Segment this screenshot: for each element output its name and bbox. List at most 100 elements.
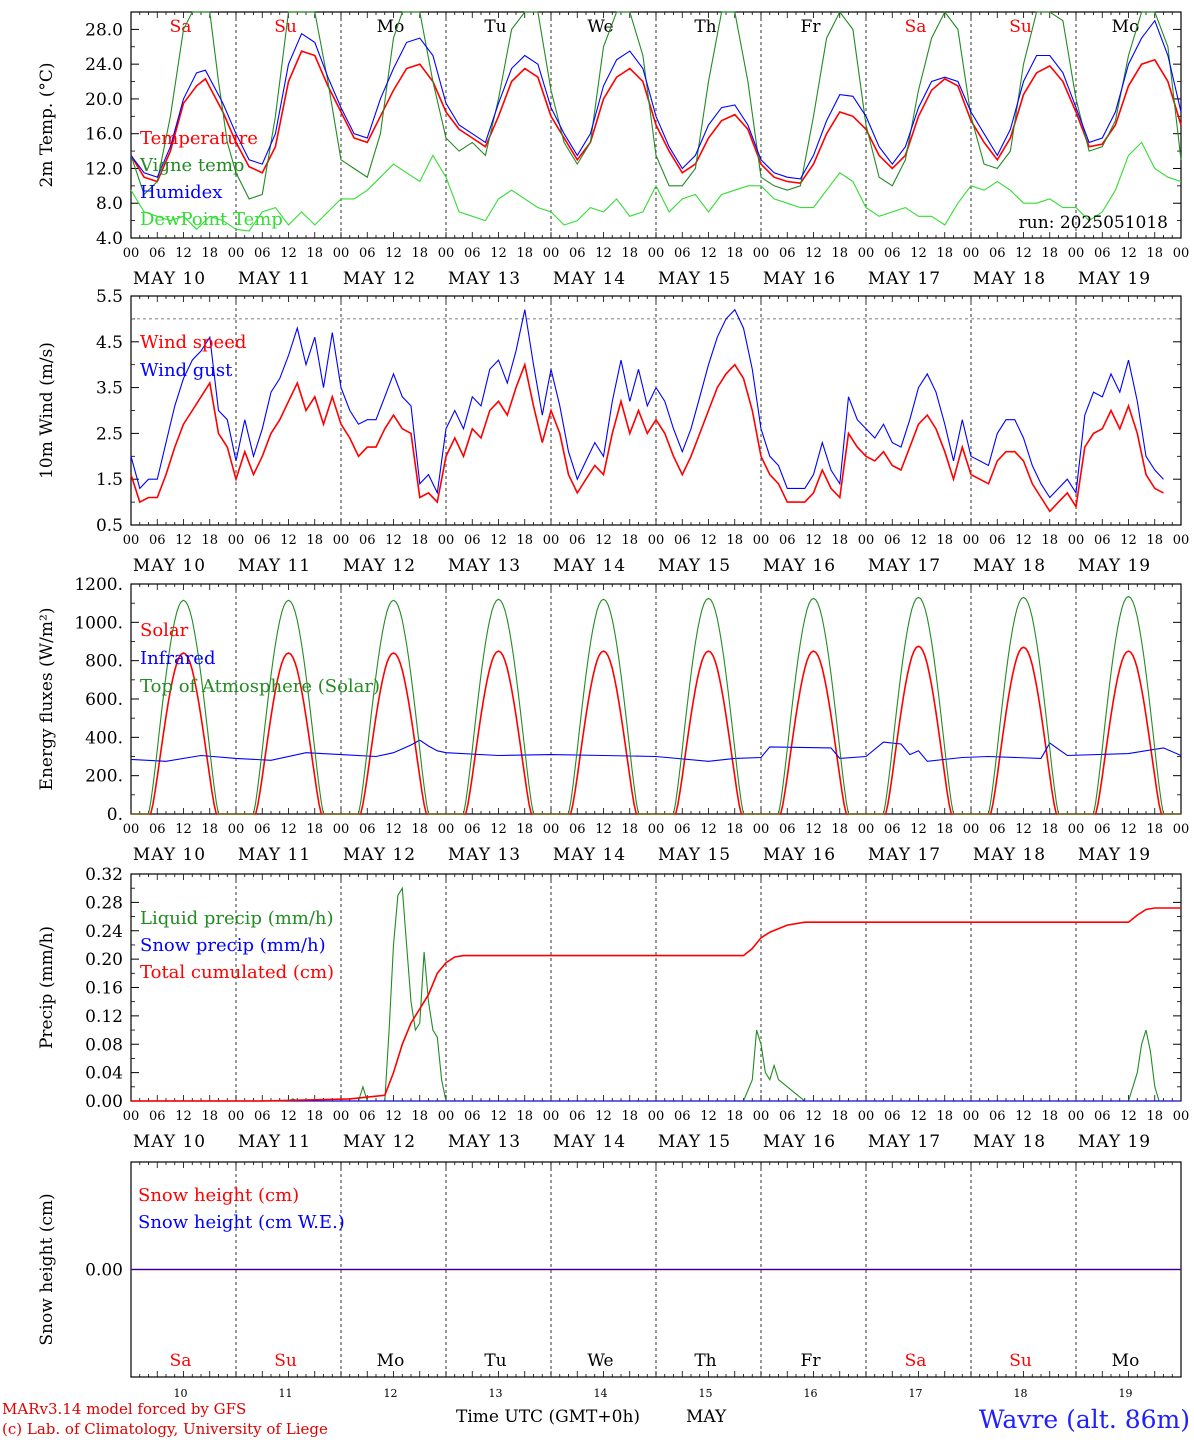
hour-tick-label: 12 xyxy=(490,246,507,261)
y-tick-label: 0.5 xyxy=(96,516,123,536)
date-label: MAY 18 xyxy=(973,556,1046,576)
date-label: MAY 12 xyxy=(343,845,416,865)
series-line-top-of-atmosphere-solar- xyxy=(131,595,1181,815)
hour-tick-label: 00 xyxy=(648,1109,665,1124)
series-line-wind-gust xyxy=(130,308,1164,499)
y-tick-label: 0.04 xyxy=(85,1064,123,1084)
y-axis-title: Energy fluxes (W/m²) xyxy=(37,608,57,791)
hour-tick-label: 12 xyxy=(595,246,612,261)
day-number-label: 11 xyxy=(279,1387,293,1400)
hour-tick-label: 00 xyxy=(1173,1109,1190,1124)
date-label: MAY 17 xyxy=(868,556,941,576)
hour-tick-label: 06 xyxy=(674,533,691,548)
hour-tick-label: 06 xyxy=(569,533,586,548)
day-of-week-label: Mo xyxy=(1112,17,1140,37)
hour-tick-label: 06 xyxy=(884,533,901,548)
hour-tick-label: 12 xyxy=(1015,1109,1032,1124)
hour-tick-label: 00 xyxy=(753,533,770,548)
hour-tick-label: 12 xyxy=(910,533,927,548)
hour-tick-label: 12 xyxy=(280,246,297,261)
run-label: run: 2025051018 xyxy=(1019,213,1168,233)
hour-tick-label: 12 xyxy=(910,1109,927,1124)
y-tick-label: 24.0 xyxy=(85,55,123,75)
hour-tick-label: 00 xyxy=(1173,246,1190,261)
day-number-label: 12 xyxy=(384,1387,398,1400)
hour-tick-label: 06 xyxy=(149,246,166,261)
hour-tick-label: 12 xyxy=(700,1109,717,1124)
day-number-label: 15 xyxy=(699,1387,713,1400)
series-line-wind-speed xyxy=(130,361,1164,513)
day-of-week-label: Su xyxy=(1009,17,1032,37)
date-label: MAY 17 xyxy=(868,845,941,865)
series-line-vigne-temp xyxy=(130,10,1182,200)
y-tick-label: 0.12 xyxy=(85,1007,123,1027)
hour-tick-label: 06 xyxy=(569,822,586,837)
hour-tick-label: 18 xyxy=(621,1109,638,1124)
hour-tick-label: 18 xyxy=(201,822,218,837)
hour-tick-label: 06 xyxy=(989,533,1006,548)
date-label: MAY 12 xyxy=(343,1132,416,1152)
hour-tick-label: 18 xyxy=(201,533,218,548)
hour-tick-label: 06 xyxy=(359,246,376,261)
hour-tick-label: 06 xyxy=(884,246,901,261)
hour-tick-label: 18 xyxy=(726,822,743,837)
hour-tick-label: 18 xyxy=(201,246,218,261)
hour-tick-label: 18 xyxy=(1041,533,1058,548)
hour-tick-label: 06 xyxy=(1094,246,1111,261)
hour-tick-label: 00 xyxy=(1068,533,1085,548)
hour-tick-label: 12 xyxy=(1015,246,1032,261)
hour-tick-label: 00 xyxy=(648,533,665,548)
hour-tick-label: 12 xyxy=(700,822,717,837)
day-number-label: 13 xyxy=(489,1387,503,1400)
month-label: MAY xyxy=(686,1407,727,1427)
y-tick-label: 400. xyxy=(85,728,123,748)
hour-tick-label: 12 xyxy=(1120,533,1137,548)
legend-entry: Wind gust xyxy=(140,360,233,381)
hour-tick-label: 18 xyxy=(831,533,848,548)
hour-tick-label: 00 xyxy=(1173,822,1190,837)
hour-tick-label: 06 xyxy=(1094,533,1111,548)
date-label: MAY 19 xyxy=(1078,556,1151,576)
date-label: MAY 14 xyxy=(553,556,626,576)
date-label: MAY 10 xyxy=(133,845,206,865)
hour-tick-label: 00 xyxy=(228,533,245,548)
legend-entry: Vigne temp xyxy=(139,155,244,176)
hour-tick-label: 06 xyxy=(254,822,271,837)
date-label: MAY 15 xyxy=(658,556,731,576)
hour-tick-label: 18 xyxy=(1146,1109,1163,1124)
y-tick-label: 600. xyxy=(85,690,123,710)
hour-tick-label: 06 xyxy=(884,1109,901,1124)
day-of-week-label: Fr xyxy=(801,17,822,37)
hour-tick-label: 18 xyxy=(1041,822,1058,837)
hour-tick-label: 00 xyxy=(438,533,455,548)
hour-tick-label: 12 xyxy=(700,533,717,548)
y-tick-label: 0.00 xyxy=(85,1261,123,1281)
hour-tick-label: 06 xyxy=(1094,1109,1111,1124)
hour-tick-label: 12 xyxy=(595,1109,612,1124)
date-label: MAY 15 xyxy=(658,1132,731,1152)
hour-tick-label: 06 xyxy=(674,1109,691,1124)
hour-tick-label: 18 xyxy=(726,533,743,548)
hour-tick-label: 00 xyxy=(228,1109,245,1124)
station-label: Wavre (alt. 86m) xyxy=(979,1405,1190,1434)
hour-tick-label: 06 xyxy=(149,1109,166,1124)
hour-tick-label: 06 xyxy=(254,533,271,548)
hour-tick-label: 06 xyxy=(779,1109,796,1124)
hour-tick-label: 12 xyxy=(595,822,612,837)
y-tick-label: 200. xyxy=(85,767,123,787)
hour-tick-label: 00 xyxy=(858,533,875,548)
day-of-week-label: Th xyxy=(694,1351,716,1371)
y-tick-label: 20.0 xyxy=(85,90,123,110)
legend-entry: Liquid precip (mm/h) xyxy=(140,908,334,929)
date-label: MAY 19 xyxy=(1078,845,1151,865)
hour-tick-label: 18 xyxy=(516,1109,533,1124)
date-label: MAY 13 xyxy=(448,556,521,576)
date-label: MAY 13 xyxy=(448,1132,521,1152)
hour-tick-label: 12 xyxy=(175,822,192,837)
hour-tick-label: 18 xyxy=(936,533,953,548)
hour-tick-label: 00 xyxy=(963,533,980,548)
hour-tick-label: 06 xyxy=(989,246,1006,261)
hour-tick-label: 12 xyxy=(490,822,507,837)
y-tick-label: 3.5 xyxy=(96,379,123,399)
hour-tick-label: 00 xyxy=(753,1109,770,1124)
